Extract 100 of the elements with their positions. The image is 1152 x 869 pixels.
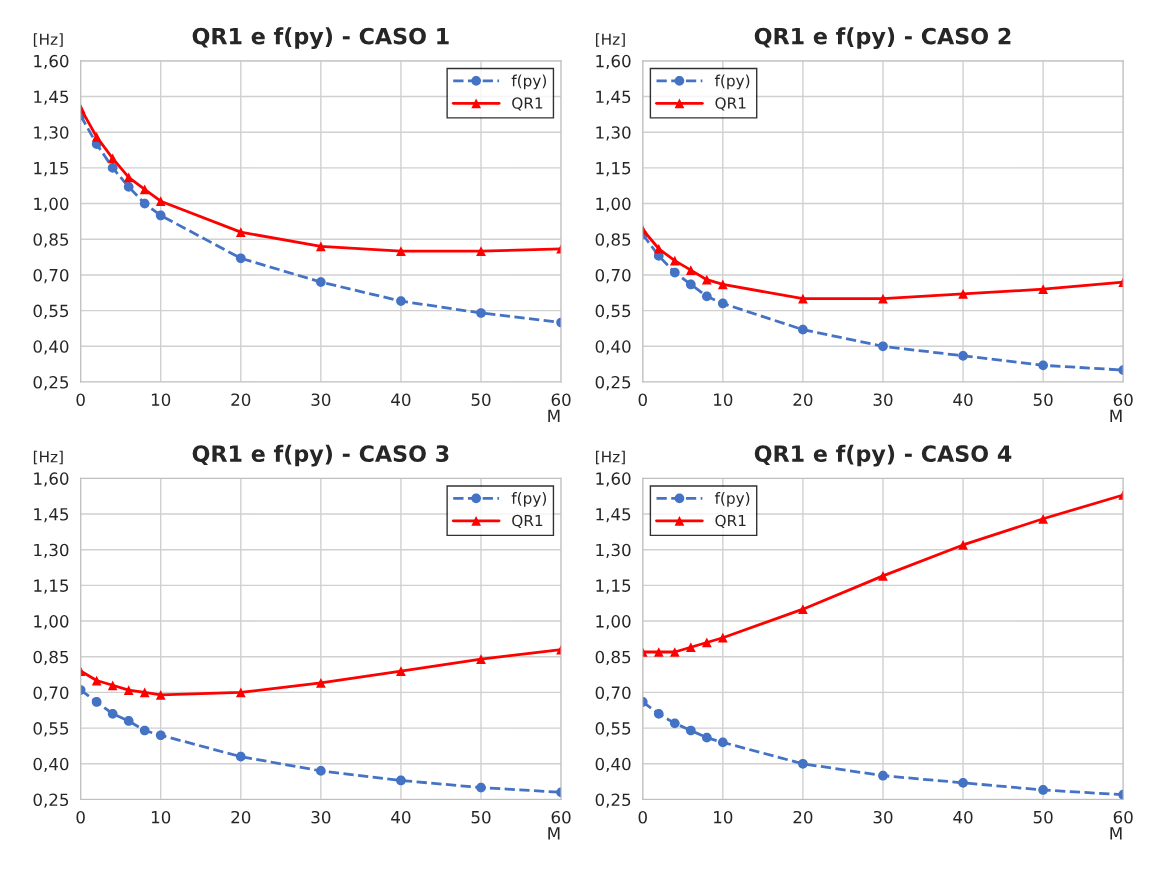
point — [701, 637, 712, 648]
legend-label: f(py) — [511, 74, 547, 90]
y-tick-label: 1,60 — [596, 54, 631, 70]
y-tick-label: 0,40 — [33, 757, 69, 773]
y-tick-label: 1,60 — [34, 472, 69, 487]
y-axis-title: [Hz] — [33, 33, 63, 47]
point — [798, 604, 808, 615]
y-tick-label: 1,45 — [596, 90, 631, 105]
point — [669, 267, 680, 278]
point — [139, 198, 150, 209]
chart-title: QR1 e f(py) - CASO 3 — [192, 444, 449, 467]
point — [235, 751, 246, 762]
point — [958, 350, 968, 361]
point — [878, 770, 888, 781]
point — [123, 182, 134, 192]
point — [1038, 513, 1048, 524]
x-tick-label: 40 — [953, 810, 973, 824]
point — [235, 687, 246, 698]
y-tick-label: 1,15 — [34, 162, 69, 177]
point — [701, 274, 712, 285]
y-tick-label: 1,30 — [34, 126, 69, 141]
chart-title: QR1 e f(py) - CASO 2 — [754, 27, 1011, 49]
point — [107, 153, 118, 164]
y-tick-label: 1,15 — [34, 579, 69, 594]
point — [396, 246, 406, 256]
point — [123, 685, 134, 695]
x-tick-label: 10 — [714, 393, 733, 406]
y-tick-label: 0,85 — [33, 233, 69, 248]
x-tick-label: 20 — [793, 393, 813, 406]
y-tick-label: 1,60 — [34, 54, 69, 70]
point — [717, 279, 728, 290]
point — [669, 255, 680, 266]
point — [1038, 360, 1048, 371]
y-tick-label: 1,00 — [596, 615, 631, 630]
x-tick-label: 0 — [76, 393, 85, 406]
point — [685, 279, 696, 290]
point — [878, 571, 888, 581]
y-tick-label: 1,00 — [34, 615, 69, 630]
x-tick-label: 0 — [638, 393, 647, 406]
x-tick-label: 40 — [391, 393, 411, 406]
x-tick-label: 60 — [551, 393, 571, 406]
point — [685, 725, 696, 736]
x-tick-label: 10 — [151, 393, 171, 406]
point — [396, 296, 406, 306]
y-tick-label: 0,85 — [595, 233, 631, 248]
chart-title: QR1 e f(py) - CASO 1 — [192, 27, 449, 49]
point — [958, 777, 968, 788]
point — [107, 163, 118, 173]
x-tick-label: 20 — [231, 810, 251, 824]
y-tick-label: 0,70 — [595, 268, 631, 284]
legend-label: f(py) — [511, 492, 547, 507]
legend-label: QR1 — [512, 514, 543, 529]
y-tick-label: 1,45 — [596, 508, 631, 523]
y-tick-label: 0,40 — [595, 757, 631, 773]
y-tick-label: 0,25 — [33, 793, 69, 808]
legend-label: QR1 — [512, 97, 543, 111]
legend-label: f(py) — [714, 74, 750, 90]
y-axis-title: [Hz] — [596, 33, 625, 47]
point — [1038, 785, 1048, 795]
y-tick-label: 1,45 — [34, 508, 69, 523]
point — [798, 293, 808, 304]
point — [476, 654, 486, 664]
x-tick-label: 60 — [1113, 393, 1133, 406]
point — [958, 289, 968, 299]
point — [123, 716, 134, 726]
point — [476, 782, 486, 793]
point — [701, 732, 712, 743]
point — [476, 308, 486, 318]
point — [107, 708, 118, 719]
y-tick-label: 0,55 — [595, 304, 631, 319]
point — [396, 775, 406, 786]
point — [139, 184, 150, 195]
x-tick-label: 50 — [1033, 393, 1053, 406]
x-tick-label: 30 — [873, 393, 893, 406]
x-tick-label: 50 — [1033, 810, 1053, 824]
point — [669, 718, 680, 729]
x-tick-label: 20 — [793, 810, 813, 824]
y-tick-label: 0,25 — [595, 375, 631, 391]
y-tick-label: 0,55 — [595, 722, 631, 737]
x-tick-label: 0 — [638, 810, 647, 824]
point — [798, 758, 808, 769]
y-tick-label: 1,30 — [596, 543, 631, 558]
point — [91, 132, 102, 142]
chart-title: QR1 e f(py) - CASO 4 — [754, 444, 1012, 467]
y-tick-label: 1,00 — [596, 197, 631, 212]
point — [476, 246, 486, 256]
point — [798, 324, 808, 335]
point — [139, 725, 150, 736]
x-tick-label: 30 — [311, 393, 331, 406]
y-tick-label: 0,70 — [33, 268, 69, 284]
x-tick-label: 0 — [76, 810, 85, 824]
point — [717, 632, 728, 643]
y-tick-label: 1,30 — [34, 543, 69, 558]
y-tick-label: 1,45 — [34, 90, 69, 105]
point — [1038, 284, 1048, 295]
x-tick-label: 60 — [551, 810, 571, 824]
point — [701, 291, 712, 302]
y-tick-label: 1,60 — [596, 472, 631, 487]
x-tick-label: 30 — [311, 810, 331, 824]
point — [155, 210, 166, 221]
